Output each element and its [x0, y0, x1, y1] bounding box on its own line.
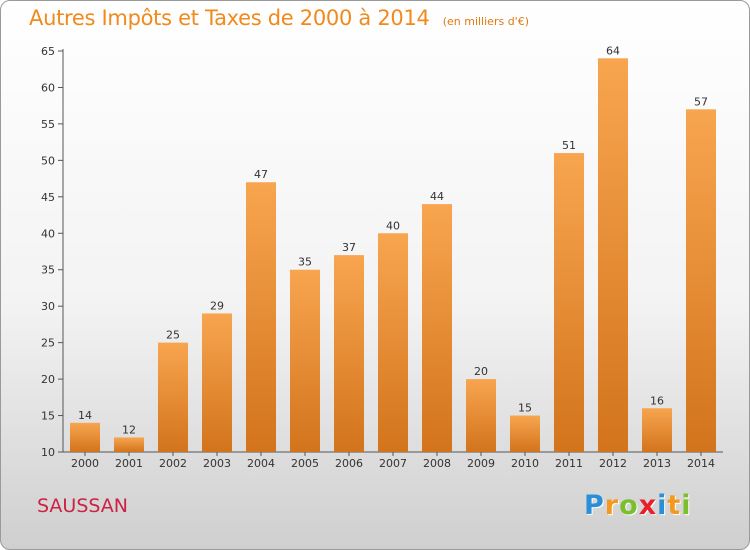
y-tick-label: 25 [41, 337, 55, 350]
x-tick-label: 2014 [687, 457, 715, 470]
x-tick-label: 2011 [555, 457, 583, 470]
logo-letter: i [657, 490, 668, 521]
value-label-2012: 64 [606, 44, 620, 57]
logo-letter: P [584, 490, 605, 521]
y-tick-label: 20 [41, 373, 55, 386]
logo-letter: x [638, 490, 658, 521]
logo-letter: i [681, 490, 692, 521]
value-label-2005: 35 [298, 256, 312, 269]
y-tick-label: 10 [41, 446, 55, 459]
bar-2004 [246, 182, 276, 452]
value-label-2003: 29 [210, 299, 224, 312]
bar-2003 [202, 313, 232, 452]
bar-2002 [158, 342, 188, 452]
y-tick-label: 35 [41, 264, 55, 277]
value-label-2002: 25 [166, 329, 180, 342]
logo-letter: r [604, 490, 620, 521]
bar-2013 [642, 408, 672, 452]
x-tick-label: 2012 [599, 457, 627, 470]
bar-2012 [598, 58, 628, 453]
y-tick-label: 65 [41, 45, 55, 58]
value-label-2007: 40 [386, 219, 400, 232]
chart-unit: (en milliers d'€) [442, 15, 529, 28]
y-tick-label: 30 [41, 300, 55, 313]
logo-letter: t [667, 490, 682, 521]
bar-2011 [554, 153, 584, 452]
x-tick-label: 2008 [423, 457, 451, 470]
logo-letter: o [619, 490, 639, 521]
commune-name: SAUSSAN [37, 495, 129, 517]
x-tick-label: 2003 [203, 457, 231, 470]
value-labels: 14 12 25 29 47 35 37 40 44 20 15 51 64 16 57 [78, 44, 708, 436]
x-tick-label: 2004 [247, 457, 275, 470]
bar-2000 [70, 422, 100, 452]
x-tick-label: 2013 [643, 457, 671, 470]
bar-2007 [378, 233, 408, 452]
value-label-2014: 57 [694, 95, 708, 108]
proxiti-logo: Proxiti [584, 490, 692, 521]
bar-2010 [510, 415, 540, 452]
value-label-2008: 44 [430, 190, 444, 203]
x-tick-label: 2007 [379, 457, 407, 470]
y-tick-label: 55 [41, 118, 55, 131]
value-label-2004: 47 [254, 168, 268, 181]
value-label-2011: 51 [562, 139, 576, 152]
value-label-2000: 14 [78, 409, 92, 422]
value-label-2009: 20 [474, 365, 488, 378]
bar-2001 [114, 437, 144, 452]
y-tick-label: 50 [41, 154, 55, 167]
x-tick-label: 2000 [71, 457, 99, 470]
value-label-2010: 15 [518, 402, 532, 415]
x-tick-label: 2002 [159, 457, 187, 470]
bar-2005 [290, 269, 320, 452]
title-block: Autres Impôts et Taxes de 2000 à 2014 (e… [29, 6, 529, 30]
y-tick-label: 45 [41, 191, 55, 204]
axes: 10 15 20 25 30 35 40 45 50 55 60 65 2000 2001 2002 2003… [41, 45, 723, 470]
value-label-2006: 37 [342, 241, 356, 254]
chart-title: Autres Impôts et Taxes de 2000 à 2014 [29, 6, 430, 30]
bar-2008 [422, 204, 452, 452]
bar-2009 [466, 379, 496, 452]
value-label-2013: 16 [650, 394, 664, 407]
x-tick-label: 2001 [115, 457, 143, 470]
x-tick-label: 2010 [511, 457, 539, 470]
y-tick-label: 40 [41, 227, 55, 240]
bar-2014 [686, 109, 716, 452]
bar-2006 [334, 255, 364, 452]
y-tick-label: 15 [41, 410, 55, 423]
x-tick-label: 2006 [335, 457, 363, 470]
value-label-2001: 12 [122, 423, 136, 436]
bars [70, 58, 716, 453]
x-tick-label: 2005 [291, 457, 319, 470]
y-tick-label: 60 [41, 81, 55, 94]
x-tick-label: 2009 [467, 457, 495, 470]
